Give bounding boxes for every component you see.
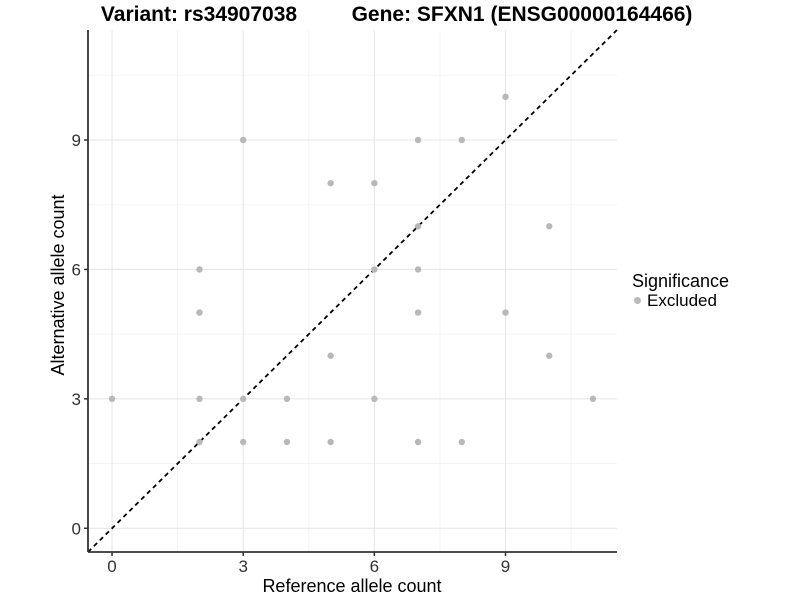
scatter-point bbox=[546, 223, 553, 230]
legend-title: Significance bbox=[632, 271, 730, 291]
y-tick-label: 6 bbox=[72, 260, 81, 279]
x-axis-label: Reference allele count bbox=[262, 576, 442, 596]
scatter-point bbox=[240, 136, 247, 144]
scatter-point bbox=[414, 309, 422, 316]
scatter-point bbox=[458, 438, 465, 446]
scatter-point bbox=[108, 395, 116, 403]
x-tick-label: 9 bbox=[501, 557, 510, 576]
identity-line bbox=[87, 29, 618, 553]
scatter-point bbox=[589, 395, 597, 403]
plot-title-gene: Gene: SFXN1 (ENSG00000164466) bbox=[351, 3, 693, 26]
legend-item-excluded: Excluded bbox=[634, 292, 717, 309]
scatter-point bbox=[196, 395, 203, 403]
scatter-point bbox=[327, 438, 334, 446]
scatter-point bbox=[502, 93, 509, 101]
scatter-point bbox=[196, 438, 203, 446]
scatter-point bbox=[502, 309, 509, 316]
x-tick-label: 3 bbox=[238, 557, 247, 576]
scatter-point bbox=[546, 352, 553, 359]
x-tick-label: 0 bbox=[107, 557, 116, 576]
scatter-point bbox=[371, 179, 378, 187]
scatter-point bbox=[196, 266, 203, 273]
scatter-point bbox=[414, 223, 422, 230]
plot-title-variant: Variant: rs34907038 bbox=[100, 3, 298, 26]
scatter-point bbox=[414, 136, 422, 144]
scatter-point bbox=[240, 395, 247, 403]
scatter-point bbox=[414, 266, 422, 273]
scatter-point bbox=[196, 309, 203, 316]
legend-point-icon bbox=[634, 297, 641, 304]
scatter-point bbox=[458, 136, 465, 144]
scatter-point bbox=[327, 179, 334, 187]
scatter-point bbox=[371, 395, 378, 403]
scatter-point bbox=[414, 438, 422, 446]
scatter-point bbox=[283, 438, 291, 446]
legend-item-label: Excluded bbox=[647, 291, 717, 310]
y-tick-label: 0 bbox=[72, 519, 81, 538]
scatter-point bbox=[327, 352, 334, 359]
y-axis-label: Alternative allele count bbox=[48, 194, 68, 376]
scatter-point bbox=[371, 266, 378, 273]
scatter-point bbox=[240, 438, 247, 446]
x-tick-label: 6 bbox=[370, 557, 379, 576]
scatter-point bbox=[283, 395, 291, 403]
y-tick-label: 9 bbox=[72, 131, 81, 150]
y-tick-label: 3 bbox=[72, 390, 81, 409]
